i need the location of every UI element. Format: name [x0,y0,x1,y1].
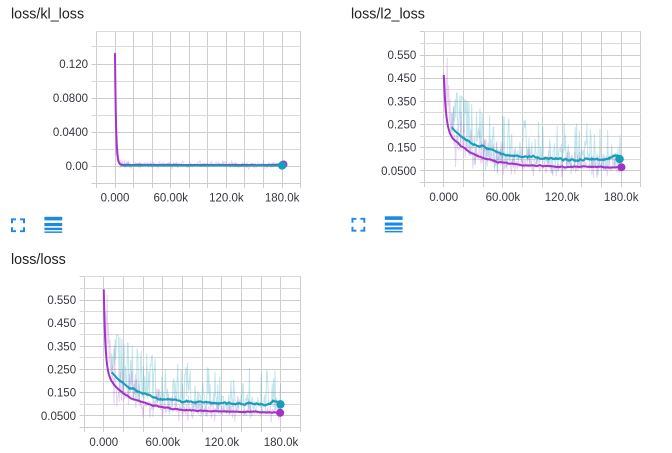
svg-text:120.0k: 120.0k [545,192,580,204]
svg-text:0.450: 0.450 [388,73,417,85]
svg-text:loss/l2_loss: loss/l2_loss [351,6,425,22]
svg-text:0.120: 0.120 [59,59,88,71]
svg-text:180.0k: 180.0k [264,437,299,449]
svg-text:0.250: 0.250 [47,365,76,377]
svg-text:180.0k: 180.0k [265,193,300,205]
svg-text:60.00k: 60.00k [153,193,188,205]
svg-text:0.350: 0.350 [388,96,417,108]
svg-text:0.550: 0.550 [47,295,76,307]
svg-text:0.0800: 0.0800 [53,93,88,105]
svg-text:loss/kl_loss: loss/kl_loss [11,6,84,22]
svg-text:loss/loss: loss/loss [11,252,66,268]
svg-text:0.250: 0.250 [388,120,417,132]
svg-text:0.000: 0.000 [429,192,458,204]
svg-text:0.550: 0.550 [388,50,417,62]
svg-text:0.000: 0.000 [89,437,118,449]
svg-text:0.450: 0.450 [47,318,76,330]
svg-text:0.0500: 0.0500 [381,166,416,178]
svg-text:0.150: 0.150 [47,388,76,400]
svg-text:120.0k: 120.0k [205,437,240,449]
svg-text:180.0k: 180.0k [604,192,639,204]
svg-text:0.000: 0.000 [101,193,130,205]
svg-text:0.0500: 0.0500 [41,411,76,423]
svg-text:0.00: 0.00 [66,161,88,173]
svg-text:0.350: 0.350 [47,341,76,353]
svg-text:60.00k: 60.00k [486,192,521,204]
svg-text:0.0400: 0.0400 [53,127,88,139]
svg-text:0.150: 0.150 [388,143,417,155]
svg-text:60.00k: 60.00k [146,437,181,449]
svg-text:120.0k: 120.0k [209,193,244,205]
